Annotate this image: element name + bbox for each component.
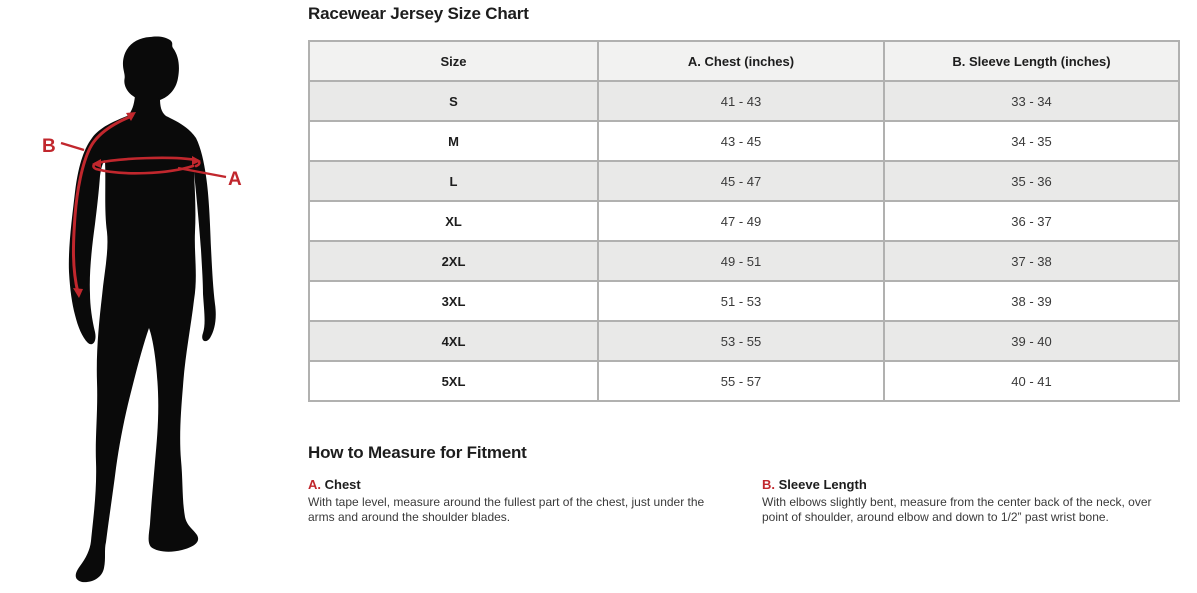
fitment-sleeve-name: Sleeve Length	[778, 477, 867, 492]
fitment-sleeve-heading: B. Sleeve Length	[762, 477, 1158, 492]
column-header-chest: A. Chest (inches)	[597, 40, 885, 82]
measurement-figure: B A	[0, 0, 300, 593]
sleeve-arrowhead-top	[126, 112, 136, 121]
table-row: L 45 - 47 35 - 36	[308, 160, 1180, 202]
size-cell: M	[308, 120, 599, 162]
column-header-size: Size	[308, 40, 599, 82]
size-cell: S	[308, 80, 599, 122]
silhouette-body	[68, 96, 216, 583]
chest-cell: 43 - 45	[597, 120, 885, 162]
fitment-section-title: How to Measure for Fitment	[308, 443, 527, 462]
chest-cell: 47 - 49	[597, 200, 885, 242]
sleeve-arrowhead-bottom	[73, 288, 83, 298]
label-a-leader-line	[177, 166, 227, 179]
size-cell: 2XL	[308, 240, 599, 282]
chest-cell: 49 - 51	[597, 240, 885, 282]
chest-cell: 45 - 47	[597, 160, 885, 202]
silhouette-head	[122, 36, 179, 102]
page-title: Racewear Jersey Size Chart	[308, 4, 529, 23]
sleeve-cell: 39 - 40	[883, 320, 1180, 362]
chest-cell: 41 - 43	[597, 80, 885, 122]
table-row: XL 47 - 49 36 - 37	[308, 200, 1180, 242]
chest-arrowhead-right	[192, 156, 201, 165]
sleeve-cell: 35 - 36	[883, 160, 1180, 202]
fitment-chest-letter: A.	[308, 477, 321, 492]
table-header-row: Size A. Chest (inches) B. Sleeve Length …	[308, 40, 1180, 82]
size-cell: XL	[308, 200, 599, 242]
fitment-chest-name: Chest	[324, 477, 361, 492]
table-row: M 43 - 45 34 - 35	[308, 120, 1180, 162]
size-cell: 5XL	[308, 360, 599, 402]
label-b-leader-line	[60, 141, 85, 152]
size-cell: 3XL	[308, 280, 599, 322]
size-chart-content: Racewear Jersey Size Chart Size A. Chest…	[308, 0, 1180, 593]
table-row: 4XL 53 - 55 39 - 40	[308, 320, 1180, 362]
chest-cell: 51 - 53	[597, 280, 885, 322]
sleeve-measure-line	[71, 114, 134, 295]
table-row: 5XL 55 - 57 40 - 41	[308, 360, 1180, 402]
chest-arrowhead-left	[92, 159, 101, 168]
size-cell: 4XL	[308, 320, 599, 362]
sleeve-cell: 36 - 37	[883, 200, 1180, 242]
fitment-item-chest: A. Chest With tape level, measure around…	[308, 477, 762, 525]
fitment-chest-text: With tape level, measure around the full…	[308, 495, 705, 524]
male-silhouette-graphic: B A	[42, 36, 242, 583]
fitment-sleeve-letter: B.	[762, 477, 775, 492]
fitment-sleeve-text: With elbows slightly bent, measure from …	[762, 495, 1152, 524]
chest-cell: 55 - 57	[597, 360, 885, 402]
fitment-instructions: A. Chest With tape level, measure around…	[308, 477, 1186, 525]
fitment-chest-heading: A. Chest	[308, 477, 734, 492]
fitment-item-sleeve: B. Sleeve Length With elbows slightly be…	[762, 477, 1186, 525]
table-row: 2XL 49 - 51 37 - 38	[308, 240, 1180, 282]
sleeve-cell: 37 - 38	[883, 240, 1180, 282]
size-cell: L	[308, 160, 599, 202]
label-a: A	[228, 169, 242, 190]
size-chart-table: Size A. Chest (inches) B. Sleeve Length …	[308, 40, 1180, 402]
sleeve-cell: 34 - 35	[883, 120, 1180, 162]
table-row: 3XL 51 - 53 38 - 39	[308, 280, 1180, 322]
label-b: B	[42, 136, 56, 157]
sleeve-cell: 38 - 39	[883, 280, 1180, 322]
sleeve-cell: 40 - 41	[883, 360, 1180, 402]
chest-cell: 53 - 55	[597, 320, 885, 362]
sleeve-cell: 33 - 34	[883, 80, 1180, 122]
column-header-sleeve: B. Sleeve Length (inches)	[883, 40, 1180, 82]
table-row: S 41 - 43 33 - 34	[308, 80, 1180, 122]
